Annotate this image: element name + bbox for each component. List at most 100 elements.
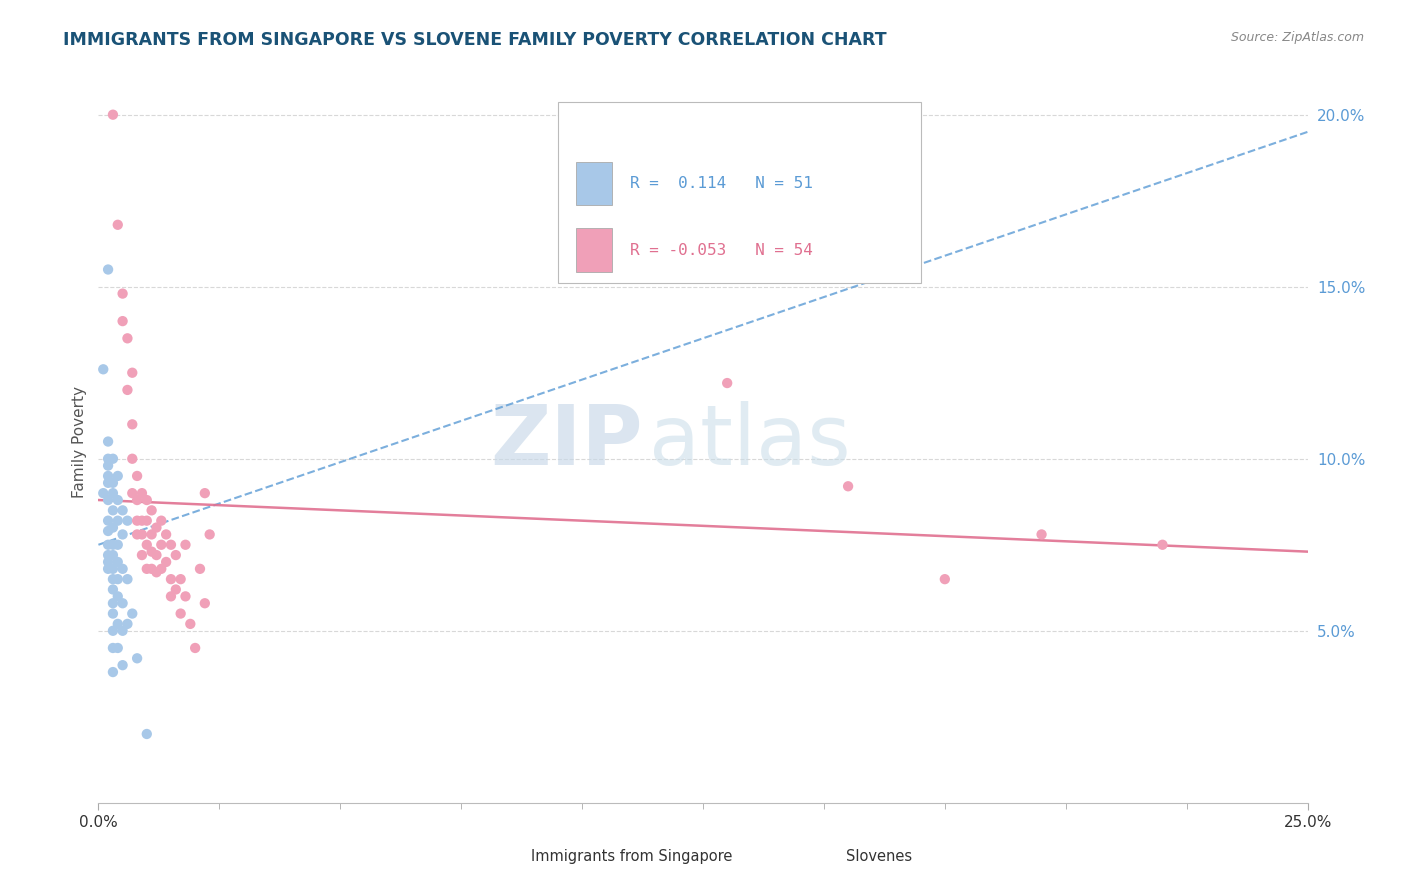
FancyBboxPatch shape [576, 228, 613, 272]
Point [1031, 527, 1053, 541]
Text: Source: ZipAtlas.com: Source: ZipAtlas.com [1230, 31, 1364, 45]
Point [97, 548, 120, 562]
Point [165, 582, 187, 597]
Point [165, 548, 187, 562]
FancyBboxPatch shape [558, 102, 921, 283]
Point [121, 451, 143, 466]
Point [107, 616, 129, 631]
Text: R =  0.114   N = 51: R = 0.114 N = 51 [630, 176, 813, 191]
Point [716, 376, 738, 390]
Point [101, 475, 124, 490]
Point [135, 727, 157, 741]
Point [198, 527, 221, 541]
Text: R = -0.053   N = 54: R = -0.053 N = 54 [630, 243, 813, 258]
Point [107, 469, 129, 483]
Point [145, 520, 167, 534]
Point [101, 596, 124, 610]
Point [155, 555, 177, 569]
Point [101, 607, 124, 621]
Point [97, 451, 120, 466]
Point [131, 514, 153, 528]
Point [101, 572, 124, 586]
Point [107, 538, 129, 552]
Point [107, 218, 129, 232]
Point [150, 538, 173, 552]
Point [91, 486, 114, 500]
Point [141, 503, 163, 517]
Point [145, 566, 167, 580]
Point [150, 514, 173, 528]
Point [101, 624, 124, 638]
Point [107, 555, 129, 569]
Point [101, 538, 124, 552]
Point [160, 538, 183, 552]
Point [135, 538, 157, 552]
Text: Slovenes: Slovenes [845, 849, 912, 864]
Point [97, 562, 120, 576]
Point [97, 262, 120, 277]
Point [101, 548, 124, 562]
Point [97, 434, 120, 449]
Y-axis label: Family Poverty: Family Poverty [72, 385, 87, 498]
Point [101, 665, 124, 679]
Point [97, 475, 120, 490]
Point [141, 562, 163, 576]
Point [121, 366, 143, 380]
Point [111, 527, 134, 541]
Text: ZIP: ZIP [491, 401, 643, 482]
Point [101, 451, 124, 466]
Point [107, 640, 129, 655]
Point [117, 616, 139, 631]
Point [127, 527, 149, 541]
Point [127, 514, 149, 528]
Point [169, 572, 191, 586]
Point [131, 486, 153, 500]
Point [111, 286, 134, 301]
Point [135, 562, 157, 576]
Text: atlas: atlas [648, 401, 851, 482]
Point [150, 562, 173, 576]
Point [837, 479, 859, 493]
Point [184, 640, 207, 655]
Point [111, 658, 134, 673]
Point [101, 503, 124, 517]
Point [145, 548, 167, 562]
Point [169, 607, 191, 621]
Point [174, 590, 197, 604]
Point [91, 362, 114, 376]
Point [111, 596, 134, 610]
Point [107, 514, 129, 528]
Point [160, 590, 183, 604]
Point [101, 108, 124, 122]
Point [160, 572, 183, 586]
Point [97, 458, 120, 473]
FancyBboxPatch shape [498, 842, 519, 872]
Point [127, 651, 149, 665]
Point [97, 555, 120, 569]
Point [121, 486, 143, 500]
Point [121, 607, 143, 621]
Point [117, 383, 139, 397]
Point [141, 527, 163, 541]
Point [1152, 538, 1174, 552]
Point [107, 572, 129, 586]
Point [97, 538, 120, 552]
Point [127, 493, 149, 508]
Text: IMMIGRANTS FROM SINGAPORE VS SLOVENE FAMILY POVERTY CORRELATION CHART: IMMIGRANTS FROM SINGAPORE VS SLOVENE FAM… [63, 31, 887, 49]
Point [117, 572, 139, 586]
Point [934, 572, 956, 586]
Point [101, 520, 124, 534]
Point [107, 590, 129, 604]
Point [97, 514, 120, 528]
Point [117, 514, 139, 528]
Point [131, 548, 153, 562]
Point [107, 493, 129, 508]
Point [121, 417, 143, 432]
FancyBboxPatch shape [576, 161, 613, 205]
Point [135, 493, 157, 508]
FancyBboxPatch shape [811, 842, 834, 872]
Point [194, 486, 217, 500]
Point [101, 562, 124, 576]
Point [101, 582, 124, 597]
Point [97, 469, 120, 483]
